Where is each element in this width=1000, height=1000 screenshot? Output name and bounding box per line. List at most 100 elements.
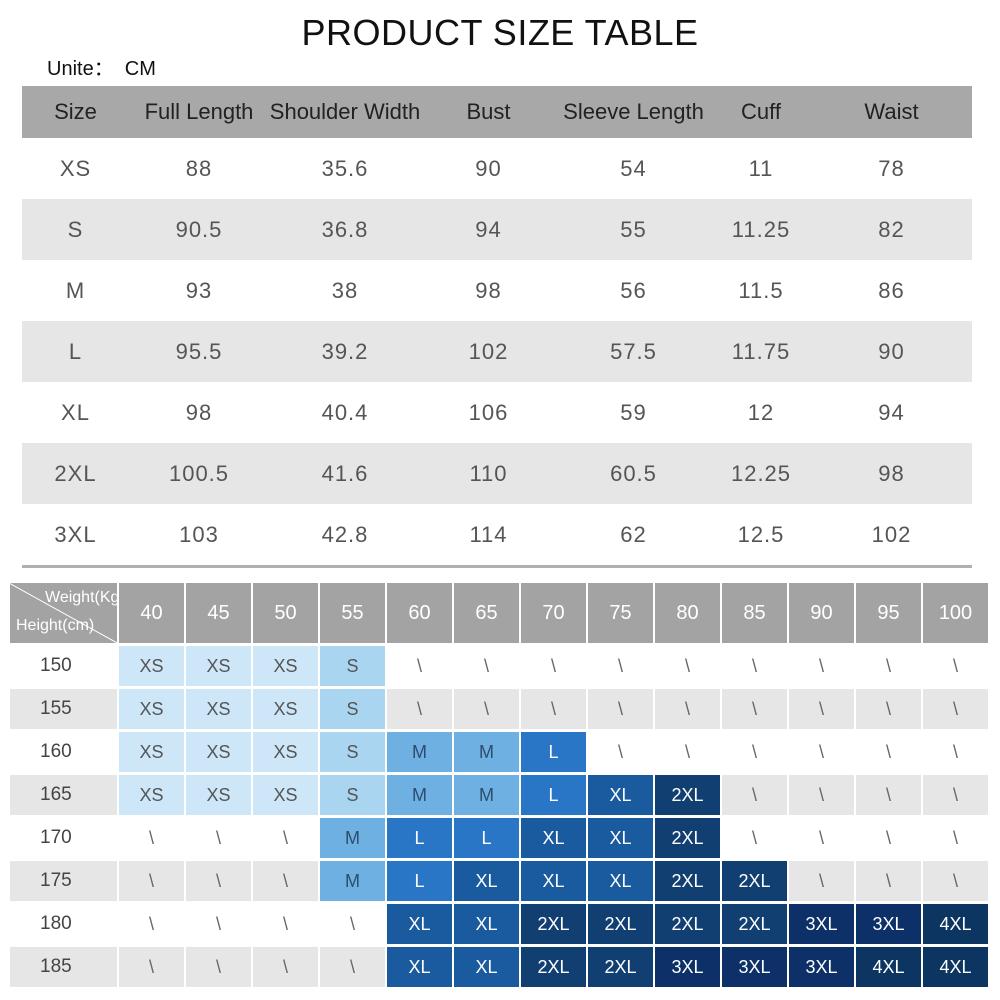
- fit-size-cell: \: [454, 646, 519, 686]
- size-table-cell: 12.5: [737, 521, 785, 547]
- fit-size-cell: XS: [253, 775, 318, 815]
- fit-size-cell: 4XL: [923, 947, 988, 987]
- fit-size-cell: M: [320, 861, 385, 901]
- fit-size-cell: \: [722, 775, 787, 815]
- fit-size-cell: \: [253, 818, 318, 858]
- size-table-cell: 90.5: [175, 216, 223, 242]
- height-label-cell: 150: [10, 646, 117, 686]
- fit-size-cell: XL: [588, 861, 653, 901]
- weight-header-cell: 85: [722, 583, 787, 643]
- weight-header-cell: 70: [521, 583, 586, 643]
- header-shoulder-width: Shoulder Width: [269, 99, 421, 124]
- fit-size-cell: M: [454, 732, 519, 772]
- size-table-row: 2XL 100.5 41.6 110 60.5 12.25 98: [22, 443, 972, 504]
- fit-size-cell: 2XL: [588, 947, 653, 987]
- fit-size-cell: XS: [119, 689, 184, 729]
- fit-size-cell: \: [856, 861, 921, 901]
- fit-size-cell: XL: [387, 947, 452, 987]
- fit-size-cell: L: [454, 818, 519, 858]
- fit-size-cell: \: [856, 775, 921, 815]
- fit-size-cell: 3XL: [655, 947, 720, 987]
- size-table-cell: L: [68, 338, 83, 364]
- size-table-cell: 98: [185, 399, 213, 425]
- fit-size-cell: \: [521, 646, 586, 686]
- fit-size-cell: \: [253, 904, 318, 944]
- fit-chart-row: 160 XS XS XS S M M L \ \ \ \ \ \: [10, 729, 990, 772]
- fit-size-cell: XS: [119, 732, 184, 772]
- fit-size-cell: 3XL: [722, 947, 787, 987]
- size-table-cell: 56: [620, 277, 647, 303]
- fit-size-cell: 2XL: [722, 904, 787, 944]
- size-table-cell: 78: [878, 155, 905, 181]
- size-table-cell: 39.2: [321, 338, 369, 364]
- height-label-cell: 155: [10, 689, 117, 729]
- fit-size-cell: \: [789, 775, 854, 815]
- fit-size-cell: \: [119, 818, 184, 858]
- fit-size-cell: 3XL: [789, 947, 854, 987]
- size-table-cell: 62: [620, 521, 647, 547]
- fit-size-cell: S: [320, 775, 385, 815]
- fit-size-cell: 2XL: [521, 904, 586, 944]
- fit-size-cell: XS: [253, 689, 318, 729]
- size-table-cell: 100.5: [168, 460, 230, 486]
- fit-chart-row: 180 \ \ \ \ XL XL 2XL 2XL 2XL 2XL 3XL 3XL 4XL: [10, 901, 990, 944]
- weight-header-cell: 90: [789, 583, 854, 643]
- fit-size-cell: \: [253, 861, 318, 901]
- fit-size-cell: M: [387, 775, 452, 815]
- axis-corner: Weight(Kg) Height(cm): [10, 583, 117, 643]
- weight-header-cell: 65: [454, 583, 519, 643]
- size-table-cell: 106: [468, 399, 509, 425]
- height-label-cell: 170: [10, 818, 117, 858]
- size-table-row: XS 88 35.6 90 54 11 78: [22, 138, 972, 199]
- size-table-row: XL 98 40.4 106 59 12 94: [22, 382, 972, 443]
- header-waist: Waist: [864, 99, 919, 124]
- size-table-cell: 41.6: [321, 460, 369, 486]
- fit-size-cell: M: [454, 775, 519, 815]
- fit-size-cell: \: [655, 646, 720, 686]
- weight-header-cell: 75: [588, 583, 653, 643]
- fit-size-cell: L: [387, 861, 452, 901]
- fit-size-cell: \: [119, 861, 184, 901]
- fit-size-cell: L: [521, 775, 586, 815]
- size-table-body: XS 88 35.6 90 54 11 78 S 90.5 36.8 94 55 11.25 82 M 93 3…: [22, 138, 972, 565]
- weight-header-cell: 50: [253, 583, 318, 643]
- fit-size-cell: \: [722, 732, 787, 772]
- size-table-cell: 11.25: [731, 216, 791, 242]
- fit-size-cell: \: [923, 689, 988, 729]
- size-table-cell: 40.4: [321, 399, 369, 425]
- fit-size-cell: 2XL: [588, 904, 653, 944]
- size-table-cell: 98: [475, 277, 502, 303]
- weight-header-cell: 45: [186, 583, 251, 643]
- fit-size-cell: \: [789, 732, 854, 772]
- fit-size-cell: \: [856, 732, 921, 772]
- size-table-cell: 90: [878, 338, 905, 364]
- fit-size-cell: \: [186, 818, 251, 858]
- fit-size-cell: XL: [588, 818, 653, 858]
- size-table-cell: 11: [748, 155, 774, 181]
- header-size: Size: [54, 99, 97, 124]
- size-table-cell: 35.6: [321, 155, 369, 181]
- fit-size-cell: XL: [387, 904, 452, 944]
- size-table-cell: 102: [468, 338, 509, 364]
- page-title: PRODUCT SIZE TABLE: [301, 12, 699, 53]
- fit-size-cell: XS: [253, 646, 318, 686]
- fit-size-cell: \: [923, 775, 988, 815]
- fit-size-cell: \: [789, 689, 854, 729]
- fit-size-cell: XS: [186, 732, 251, 772]
- fit-size-cell: 3XL: [856, 904, 921, 944]
- fit-size-cell: XL: [521, 818, 586, 858]
- size-table-cell: 57.5: [610, 338, 657, 364]
- fit-size-cell: 4XL: [856, 947, 921, 987]
- size-table: Size Full Length Shoulder Width Bust Sle…: [22, 86, 972, 565]
- fit-size-cell: 2XL: [655, 904, 720, 944]
- fit-size-cell: XL: [588, 775, 653, 815]
- fit-size-cell: \: [186, 904, 251, 944]
- weight-header-cell: 40: [119, 583, 184, 643]
- fit-size-cell: \: [588, 732, 653, 772]
- size-table-cell: 11.75: [731, 338, 791, 364]
- fit-size-cell: \: [789, 818, 854, 858]
- size-table-cell: 12.25: [730, 460, 792, 486]
- header-full-length: Full Length: [144, 99, 254, 124]
- fit-size-cell: \: [320, 947, 385, 987]
- fit-size-cell: 2XL: [655, 775, 720, 815]
